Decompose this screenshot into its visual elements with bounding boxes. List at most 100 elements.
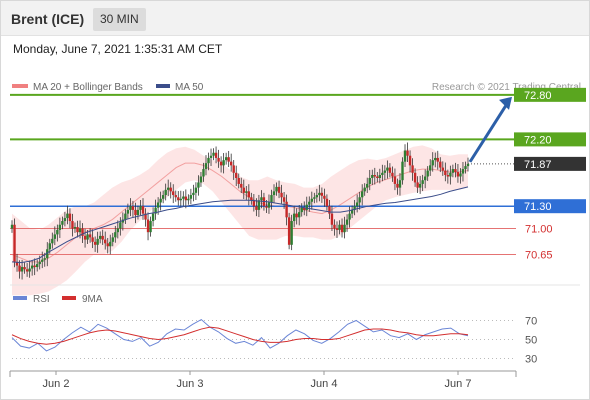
- candle-up: [461, 169, 465, 174]
- bollinger-legend-label: MA 20 + Bollinger Bands: [33, 82, 143, 93]
- candle-up: [371, 175, 374, 178]
- candle-up: [421, 180, 424, 184]
- candle-up: [86, 234, 89, 240]
- candle-down: [172, 191, 175, 196]
- candle-down: [323, 195, 326, 199]
- candle-up: [46, 249, 49, 259]
- candle-up: [383, 170, 387, 173]
- candle-down: [232, 165, 235, 173]
- ma50-legend-label: MA 50: [175, 82, 204, 93]
- candle-down: [330, 213, 334, 225]
- candle-down: [376, 176, 379, 178]
- candle-up: [35, 264, 39, 268]
- candle-down: [456, 172, 460, 177]
- x-tick-label: Jun 7: [445, 378, 472, 390]
- credit-label: Research © 2021 Trading Central: [432, 82, 581, 93]
- bollinger-legend-swatch: [12, 84, 28, 88]
- candle-down: [287, 217, 291, 245]
- candle-up: [464, 166, 467, 170]
- candle-up: [350, 209, 354, 214]
- candle-down: [83, 235, 87, 240]
- level-70.65: 70.65: [10, 249, 553, 261]
- candle-down: [408, 155, 412, 166]
- candle-up: [318, 192, 321, 196]
- candle-down: [229, 161, 233, 166]
- candle-up: [245, 191, 248, 193]
- current-price-box: [514, 156, 586, 171]
- candle-up: [129, 206, 132, 210]
- candle-up: [363, 187, 366, 192]
- candle-up: [202, 169, 205, 177]
- candle-up: [378, 175, 382, 178]
- candle-up: [366, 183, 369, 188]
- candle-up: [343, 224, 346, 233]
- candle-down: [444, 170, 447, 176]
- candle-down: [411, 165, 414, 173]
- candle-up: [20, 267, 24, 272]
- candle-up: [179, 198, 182, 201]
- candle-down: [295, 213, 298, 218]
- x-tick-label: Jun 4: [311, 378, 338, 390]
- candle-up: [63, 218, 67, 222]
- candle-up: [381, 172, 384, 176]
- candle-down: [396, 183, 399, 188]
- candle-down: [184, 196, 188, 201]
- candle-down: [240, 183, 243, 188]
- candle-down: [169, 187, 172, 192]
- candle-up: [338, 224, 341, 230]
- level-71.87: 71.87: [468, 156, 586, 171]
- candle-up: [41, 259, 44, 262]
- candle-up: [222, 160, 225, 166]
- candle-up: [114, 232, 117, 238]
- candle-up: [209, 155, 213, 158]
- candle-up: [449, 172, 452, 177]
- candle-down: [247, 191, 251, 198]
- candle-up: [300, 207, 303, 213]
- timeframe-badge[interactable]: 30 MIN: [93, 8, 146, 31]
- candle-up: [267, 202, 271, 208]
- instrument-title: Brent (ICE): [11, 11, 85, 27]
- candle-down: [131, 206, 135, 210]
- candle-down: [328, 206, 331, 214]
- candle-up: [139, 206, 142, 210]
- support_blue-box: [514, 199, 586, 214]
- candle-up: [166, 187, 170, 190]
- candle-up: [426, 170, 429, 177]
- candle-up: [386, 167, 389, 171]
- resistance-label: 72.20: [524, 134, 552, 146]
- bollinger-band-area: [12, 145, 468, 296]
- candle-up: [353, 206, 356, 210]
- candle-up: [116, 228, 120, 233]
- candle-down: [88, 234, 92, 238]
- support-label: 70.65: [525, 249, 553, 261]
- candle-up: [315, 195, 319, 198]
- rsi-line: [11, 318, 469, 352]
- candle-up: [187, 198, 190, 201]
- candle-up: [96, 238, 99, 245]
- candle-up: [313, 197, 316, 199]
- candle-down: [388, 167, 392, 173]
- candle-down: [214, 152, 218, 158]
- candle-up: [403, 150, 407, 162]
- candle-up: [189, 195, 193, 199]
- rsi-tick-label: 50: [525, 335, 537, 347]
- candle-up: [355, 202, 359, 207]
- candle-up: [434, 157, 437, 161]
- candle-up: [459, 173, 462, 177]
- candle-up: [159, 198, 162, 203]
- candle-up: [308, 201, 311, 205]
- candle-up: [28, 268, 31, 272]
- candle-up: [401, 161, 404, 181]
- candle-up: [197, 182, 200, 188]
- candle-up: [58, 224, 62, 230]
- candle-down: [68, 213, 72, 222]
- projection-arrow-shaft: [468, 103, 509, 163]
- candle-down: [439, 161, 442, 168]
- candle-up: [43, 258, 46, 260]
- candle-up: [429, 165, 432, 171]
- resistance-box: [514, 87, 586, 102]
- candle-down: [81, 228, 84, 236]
- rsi-tick-label: 70: [525, 316, 537, 328]
- rsi-legend-swatch: [13, 296, 27, 300]
